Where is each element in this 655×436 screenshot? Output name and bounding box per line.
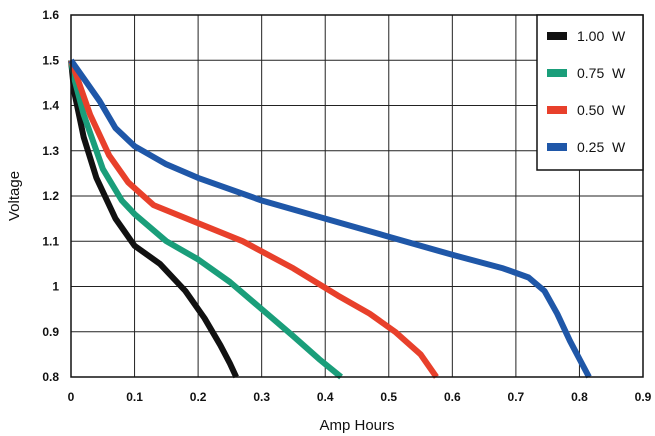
plot-frame — [70, 14, 644, 378]
series-line-3 — [68, 58, 592, 379]
y-tick-label: 0.9 — [42, 325, 59, 339]
x-tick-label: 0.3 — [253, 390, 270, 404]
series-line-0 — [68, 59, 239, 379]
legend-swatch — [547, 106, 567, 114]
x-tick-label: 0.2 — [190, 390, 207, 404]
x-tick-label: 0.5 — [380, 390, 397, 404]
legend-label: 0.25 W — [577, 139, 626, 155]
x-tick-label: 0.7 — [508, 390, 525, 404]
legend-label: 0.75 W — [577, 65, 626, 81]
y-tick-label: 0.8 — [42, 370, 59, 384]
y-tick-label: 1 — [52, 280, 59, 294]
legend: 1.00 W 0.75 W 0.50 W 0.25 W — [536, 14, 644, 171]
y-tick-label: 1.6 — [42, 8, 59, 22]
y-tick-label: 1.5 — [42, 53, 59, 67]
x-axis-title: Amp Hours — [319, 417, 394, 434]
y-tick-label: 1.3 — [42, 144, 59, 158]
x-tick-labels: 0 0.1 0.2 0.3 0.4 0.5 0.6 0.7 0.8 0.9 — [68, 390, 652, 404]
legend-swatch — [547, 32, 567, 40]
legend-label: 0.50 W — [577, 102, 626, 118]
x-tick-label: 0.8 — [571, 390, 588, 404]
series-lines — [68, 58, 592, 380]
series-line-2 — [68, 59, 439, 379]
y-tick-label: 1.2 — [42, 189, 59, 203]
series-line-1 — [68, 59, 343, 380]
x-tick-label: 0.9 — [635, 390, 652, 404]
x-tick-label: 0.6 — [444, 390, 461, 404]
x-tick-label: 0.1 — [126, 390, 143, 404]
y-axis-title: Voltage — [6, 171, 23, 221]
x-tick-label: 0.4 — [317, 390, 334, 404]
legend-swatch — [547, 143, 567, 151]
legend-swatch — [547, 69, 567, 77]
legend-label: 1.00 W — [577, 28, 626, 44]
y-tick-labels: 0.8 0.9 1 1.1 1.2 1.3 1.4 1.5 1.6 — [42, 8, 59, 384]
y-tick-label: 1.4 — [42, 99, 59, 113]
y-tick-label: 1.1 — [42, 234, 59, 248]
x-tick-label: 0 — [68, 390, 75, 404]
